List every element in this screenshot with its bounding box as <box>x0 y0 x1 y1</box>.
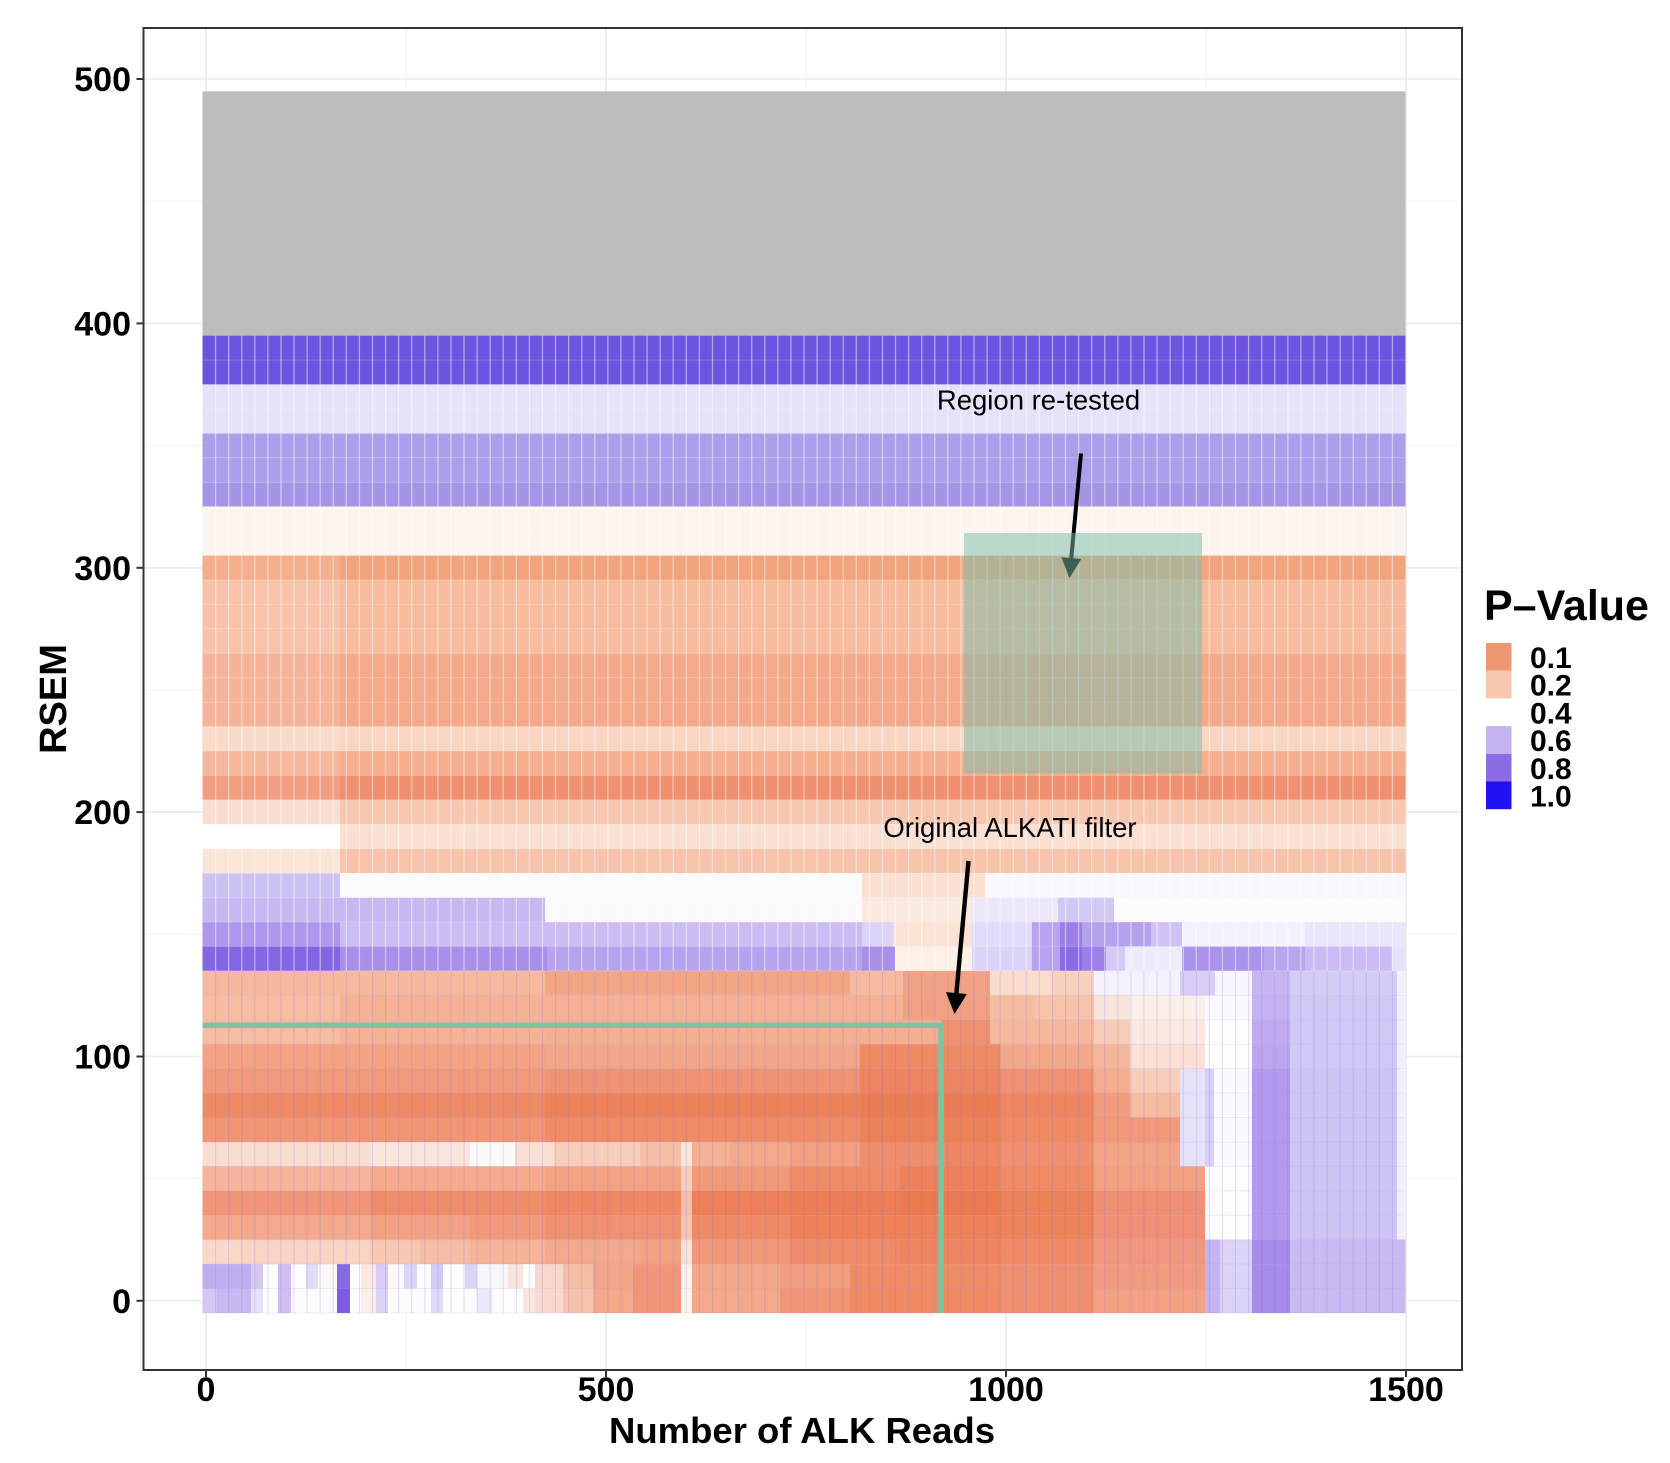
svg-text:0: 0 <box>112 1283 131 1321</box>
svg-text:0.2: 0.2 <box>1530 670 1572 703</box>
svg-text:1.0: 1.0 <box>1530 781 1572 814</box>
svg-text:P–Value: P–Value <box>1484 582 1649 630</box>
svg-text:200: 200 <box>74 794 131 832</box>
svg-text:0.8: 0.8 <box>1530 753 1572 786</box>
svg-text:100: 100 <box>74 1038 131 1076</box>
svg-text:0.4: 0.4 <box>1530 697 1572 730</box>
svg-text:0.6: 0.6 <box>1530 725 1572 758</box>
svg-text:0.1: 0.1 <box>1530 642 1572 675</box>
svg-text:RSEM: RSEM <box>33 644 75 754</box>
svg-text:400: 400 <box>74 305 131 343</box>
svg-text:500: 500 <box>74 61 131 99</box>
svg-text:Region re-tested: Region re-tested <box>937 385 1140 416</box>
svg-text:1000: 1000 <box>968 1371 1044 1409</box>
svg-text:1500: 1500 <box>1368 1371 1444 1409</box>
svg-text:300: 300 <box>74 550 131 588</box>
svg-text:0: 0 <box>197 1371 216 1409</box>
svg-text:Number of ALK Reads: Number of ALK Reads <box>609 1410 995 1451</box>
svg-text:Original ALKATI filter: Original ALKATI filter <box>883 812 1136 843</box>
svg-text:500: 500 <box>578 1371 635 1409</box>
